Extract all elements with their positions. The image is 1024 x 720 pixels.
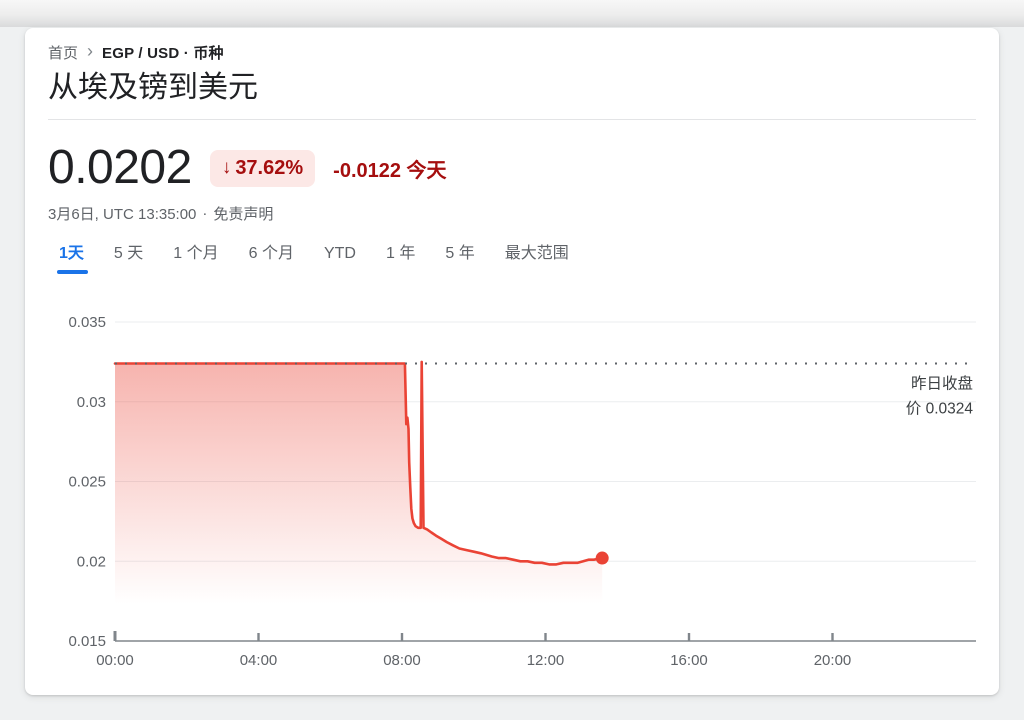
breadcrumb-home-link[interactable]: 首页 [48,45,79,62]
y-tick-label: 0.02 [77,553,106,570]
previous-close-label: 价 0.0324 [906,400,974,417]
x-tick-label: 16:00 [670,652,708,669]
x-tick-label: 20:00 [814,652,852,669]
tab-1-year[interactable]: 1 年 [386,244,415,274]
quote-meta: 3月6日, UTC 13:35:00 · 免责声明 [48,203,976,224]
active-tab-indicator [57,270,88,274]
tab-1-month[interactable]: 1 个月 [173,244,218,274]
breadcrumb: 首页 › EGP / USD · 币种 [48,42,976,63]
disclaimer-link[interactable]: 免责声明 [213,206,274,223]
price-chart[interactable]: 00:00 04:00 08:00 12:00 16:00 20:00 0.035 0.03 0… [48,304,998,690]
last-price-dot [595,551,609,565]
quote-timestamp: 3月6日, UTC 13:35:00 [48,206,197,223]
price-row: 0.0202 ↓ 37.62% -0.0122 今天 [48,142,976,194]
meta-separator: · [202,205,208,222]
breadcrumb-current: EGP / USD · 币种 [102,45,224,62]
x-tick-label: 04:00 [240,652,278,669]
previous-close-label: 昨日收盘 [911,373,973,392]
change-percent-value: 37.62% [235,156,304,179]
price-line [113,360,604,566]
tab-ytd[interactable]: YTD [324,244,356,274]
tab-5-days[interactable]: 5 天 [114,244,143,274]
area-fill [115,361,603,641]
time-range-tabs: 1天 5 天 1 个月 6 个月 YTD 1 年 5 年 最大范围 [57,244,976,274]
change-percent-badge: ↓ 37.62% [209,149,316,187]
down-arrow-icon: ↓ [221,157,232,178]
page-title: 从埃及镑到美元 [48,71,258,104]
y-tick-label: 0.035 [68,314,106,331]
current-price: 0.0202 [48,141,192,194]
header-divider [48,119,976,120]
x-tick-label: 00:00 [96,652,134,669]
tab-1-day[interactable]: 1天 [57,244,88,274]
x-tick-label: 12:00 [527,652,565,669]
y-tick-label: 0.03 [77,394,106,411]
y-tick-label: 0.025 [68,474,106,491]
y-tick-label: 0.015 [68,633,106,650]
finance-card: 首页 › EGP / USD · 币种 从埃及镑到美元 0.0202 ↓ 37.… [25,28,999,695]
chevron-right-icon: › [87,41,94,61]
change-value-today: -0.0122 今天 [333,159,447,182]
page-top-shadow [0,0,1024,27]
x-tick-label: 08:00 [383,652,421,669]
tab-max[interactable]: 最大范围 [505,244,569,274]
price-chart-svg[interactable]: 00:00 04:00 08:00 12:00 16:00 20:00 0.035 0.03 0… [48,304,998,690]
tab-6-months[interactable]: 6 个月 [249,244,294,274]
tab-5-years[interactable]: 5 年 [445,244,474,274]
